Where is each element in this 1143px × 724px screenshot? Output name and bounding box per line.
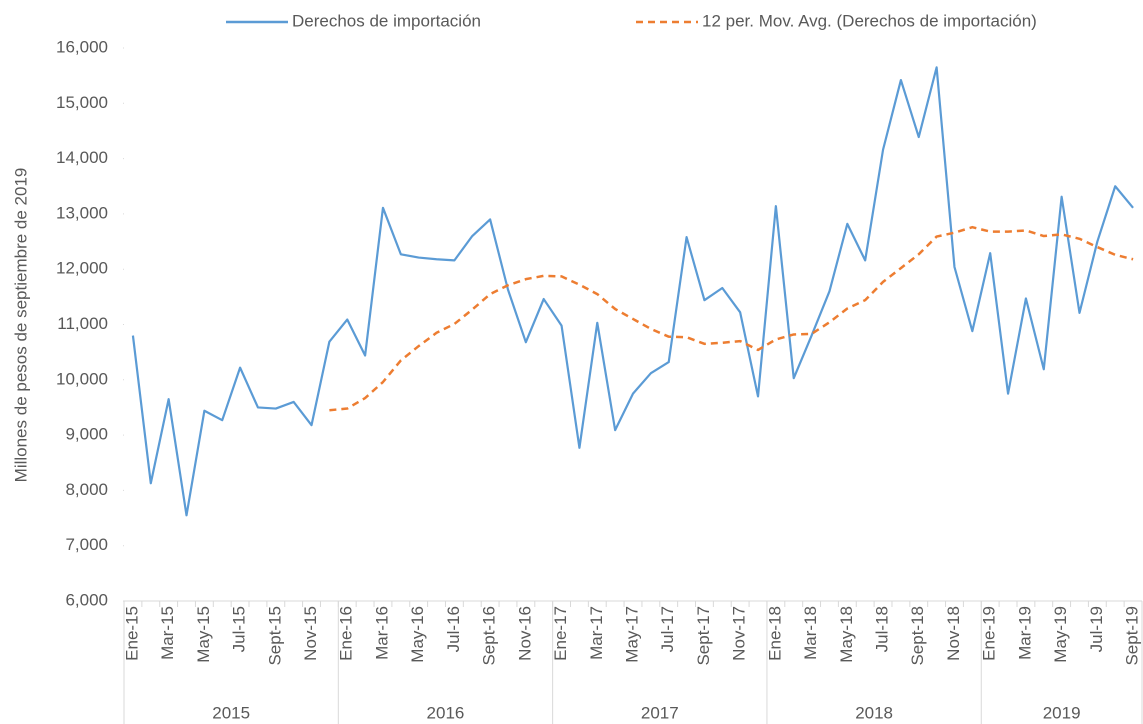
group-label: 2016 [427,703,465,722]
y-tick-label: 15,000 [56,93,108,112]
y-axis-label: Millones de pesos de septiembre de 2019 [11,168,30,483]
x-tick-label: Ene-19 [980,606,999,661]
x-tick-label: Mar-15 [158,606,177,660]
y-tick-label: 14,000 [56,148,108,167]
x-tick-label: Nov-15 [301,606,320,661]
x-tick-label: Mar-17 [587,606,606,660]
y-tick-label: 12,000 [56,259,108,278]
y-tick-label: 13,000 [56,203,108,222]
x-tick-label: Jul-17 [658,606,677,652]
legend-label: 12 per. Mov. Avg. (Derechos de importaci… [702,11,1037,30]
x-tick-label: Jul-15 [230,606,249,652]
group-label: 2015 [212,703,250,722]
x-tick-label: Sept-15 [265,606,284,666]
x-tick-label: Sept-18 [908,606,927,666]
y-tick-label: 7,000 [65,535,108,554]
x-tick-label: Nov-17 [730,606,749,661]
x-tick-label: Sept-17 [694,606,713,666]
y-tick-label: 11,000 [57,314,108,333]
y-tick-label: 16,000 [56,37,108,56]
y-tick-label: 9,000 [65,425,108,444]
x-tick-label: Sept-16 [480,606,499,666]
legend-label: Derechos de importación [292,11,481,30]
x-tick-label: May-17 [622,606,641,663]
y-tick-label: 6,000 [65,590,108,609]
x-tick-label: Ene-15 [122,606,141,661]
x-tick-label: Nov-16 [515,606,534,661]
series-line [131,66,1134,517]
x-tick-label: Jul-18 [873,606,892,652]
series-line [329,225,1134,412]
x-tick-label: Ene-18 [765,606,784,661]
x-tick-label: Ene-17 [551,606,570,661]
y-tick-label: 10,000 [56,369,108,388]
x-tick-label: Jul-16 [444,606,463,652]
x-tick-label: Sept-19 [1123,606,1142,666]
group-label: 2018 [855,703,893,722]
x-tick-label: Mar-18 [801,606,820,660]
x-tick-label: May-19 [1051,606,1070,663]
y-tick-label: 8,000 [65,480,108,499]
x-tick-label: May-16 [408,606,427,663]
x-tick-label: May-15 [194,606,213,663]
x-tick-label: Ene-16 [337,606,356,661]
x-tick-label: Mar-19 [1015,606,1034,660]
x-tick-label: Jul-19 [1087,606,1106,652]
x-tick-label: Mar-16 [372,606,391,660]
x-tick-label: Nov-18 [944,606,963,661]
group-label: 2019 [1043,703,1081,722]
x-tick-label: May-18 [837,606,856,663]
group-label: 2017 [641,703,679,722]
